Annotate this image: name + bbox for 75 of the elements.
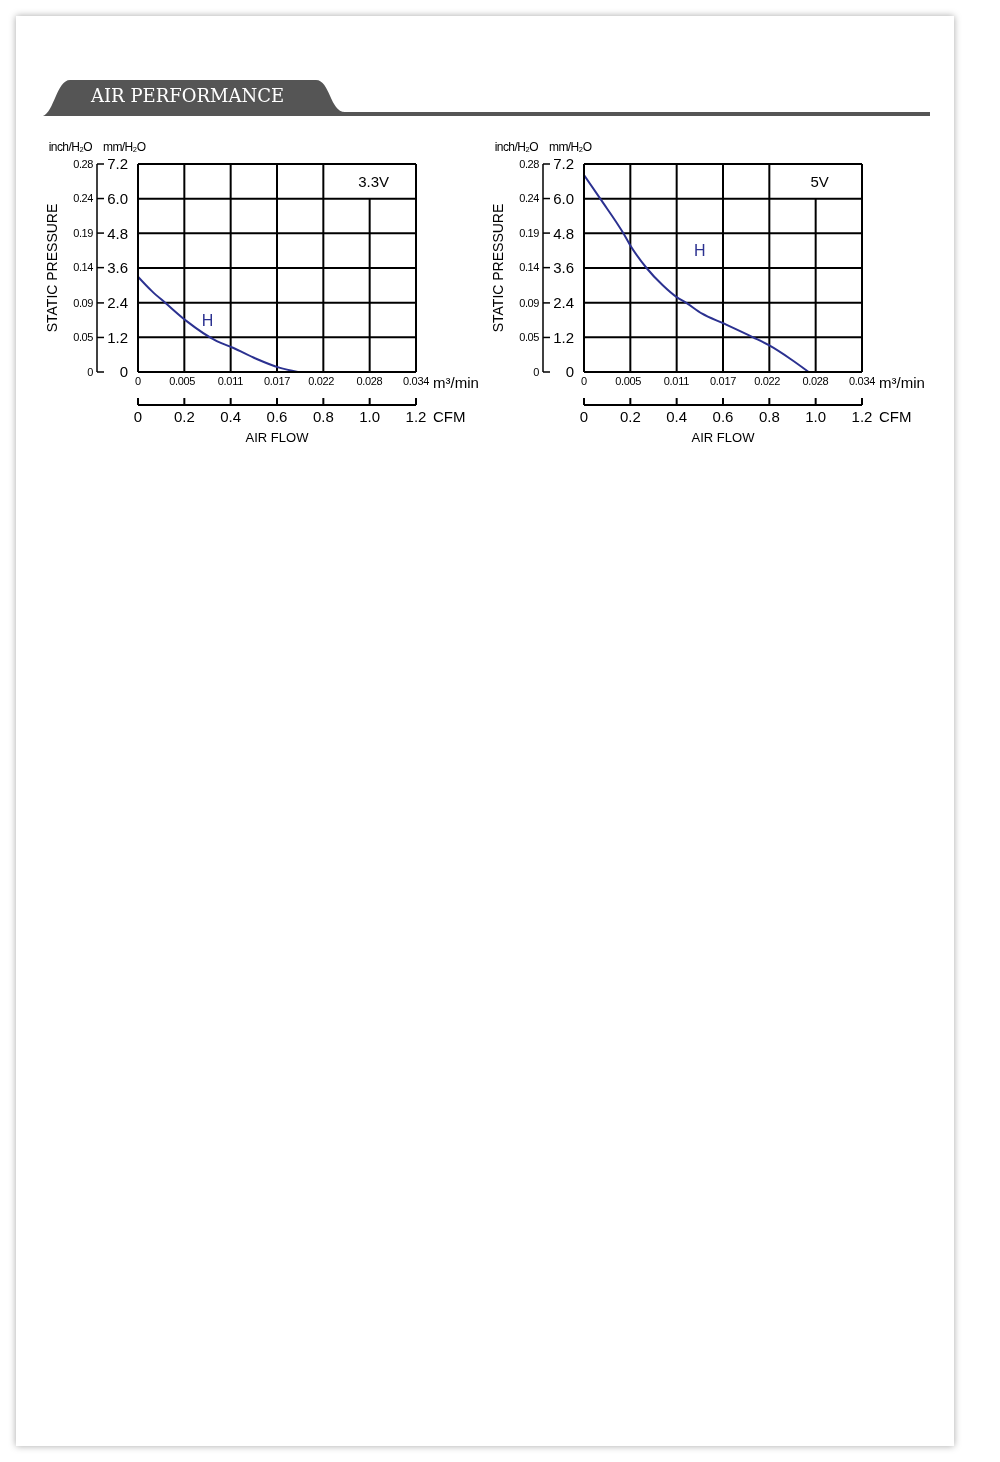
text: STATIC PRESSURE bbox=[489, 203, 506, 333]
y-axis-title: mm/H₂O bbox=[103, 140, 146, 154]
y2-tick-label: 0.24 bbox=[519, 192, 540, 205]
y2-tick-label: 0.28 bbox=[73, 157, 94, 170]
series-label: H bbox=[201, 311, 214, 329]
line-series bbox=[138, 275, 299, 372]
x2-tick-label: 0.034 bbox=[402, 374, 430, 387]
x2-tick-label: 0 bbox=[581, 374, 588, 387]
y2-axis-title: inch/H₂O bbox=[494, 140, 539, 154]
y-tick-label: 3.6 bbox=[553, 259, 574, 277]
x2-tick-label: 0.034 bbox=[848, 374, 876, 387]
y2-tick-label: 0.05 bbox=[519, 331, 540, 344]
x2-tick-label: 0.022 bbox=[308, 374, 335, 387]
x2-axis-title: m³/min bbox=[879, 374, 925, 391]
y-tick-label: 6.0 bbox=[107, 189, 128, 207]
y-tick-label: 4.8 bbox=[107, 224, 128, 242]
y2-tick-label: 0.05 bbox=[73, 331, 94, 344]
y-tick-label: 3.6 bbox=[107, 259, 128, 277]
x2-axis-title: m³/min bbox=[433, 374, 479, 391]
y2-axis-title: inch/H₂O bbox=[48, 140, 93, 154]
x-tick-label: 0.2 bbox=[619, 407, 641, 425]
text: CFM bbox=[433, 408, 466, 425]
x-tick-label: 1.2 bbox=[405, 407, 427, 425]
x-tick-label: 0.4 bbox=[666, 407, 688, 425]
y2-tick-label: 0 bbox=[533, 365, 540, 378]
x2-tick-label: 0.022 bbox=[754, 374, 781, 387]
y2-tick-label: 0.09 bbox=[73, 296, 94, 309]
x-tick-label: 0.2 bbox=[173, 407, 195, 425]
text: 3.3V bbox=[358, 172, 390, 190]
x2-tick-label: 0.011 bbox=[663, 374, 690, 387]
y2-tick-label: 0.14 bbox=[519, 261, 540, 274]
y-tick-label: 0 bbox=[119, 363, 128, 381]
y2-tick-label: 0.24 bbox=[73, 192, 94, 205]
x-tick-label: 0 bbox=[133, 407, 143, 425]
y2-tick-label: 0.19 bbox=[73, 226, 94, 239]
y-tick-label: 0 bbox=[565, 363, 574, 381]
x2-tick-label: 0.005 bbox=[169, 374, 196, 387]
y-tick-label: 4.8 bbox=[553, 224, 574, 242]
y-tick-label: 7.2 bbox=[553, 155, 574, 173]
text: H bbox=[694, 242, 706, 260]
x2-tick-label: 0.017 bbox=[263, 374, 291, 387]
x-tick-label: 1.0 bbox=[359, 407, 381, 425]
y-tick-label: 2.4 bbox=[553, 293, 574, 311]
y-axis-title: mm/H₂O bbox=[549, 140, 592, 154]
x-tick-label: 0.8 bbox=[758, 407, 780, 425]
x-tick-label: 0 bbox=[579, 407, 589, 425]
x2-tick-label: 0.011 bbox=[217, 374, 244, 387]
x2-tick-label: 0.028 bbox=[356, 374, 383, 387]
x-tick-label: 1.0 bbox=[805, 407, 827, 425]
y2-tick-label: 0.19 bbox=[519, 226, 540, 239]
y-tick-label: 1.2 bbox=[107, 328, 128, 346]
x-tick-label: 0.4 bbox=[220, 407, 242, 425]
y-tick-label: 7.2 bbox=[107, 155, 128, 173]
x2-tick-label: 0.028 bbox=[802, 374, 829, 387]
y-tick-label: 6.0 bbox=[553, 189, 574, 207]
y2-tick-label: 0.14 bbox=[73, 261, 94, 274]
y2-tick-label: 0.09 bbox=[519, 296, 540, 309]
text: CFM bbox=[879, 408, 912, 425]
x2-tick-label: 0 bbox=[135, 374, 142, 387]
x-tick-label: 1.2 bbox=[851, 407, 873, 425]
x-tick-label: 0.6 bbox=[266, 407, 288, 425]
x-tick-label: 0.8 bbox=[312, 407, 334, 425]
x-axis-title: AIR FLOW bbox=[691, 430, 756, 445]
text: STATIC PRESSURE bbox=[43, 203, 60, 333]
x-tick-label: 0.6 bbox=[712, 407, 734, 425]
x2-tick-label: 0.017 bbox=[709, 374, 737, 387]
chart-title: AIR PERFORMANCE bbox=[91, 85, 285, 107]
x2-tick-label: 0.005 bbox=[615, 374, 642, 387]
y2-tick-label: 0.28 bbox=[519, 157, 540, 170]
line-series bbox=[584, 173, 810, 372]
text: 5V bbox=[810, 172, 829, 190]
y-tick-label: 1.2 bbox=[553, 328, 574, 346]
x-axis-title: AIR FLOW bbox=[245, 430, 310, 445]
y2-tick-label: 0 bbox=[87, 365, 94, 378]
y-tick-label: 2.4 bbox=[107, 293, 128, 311]
